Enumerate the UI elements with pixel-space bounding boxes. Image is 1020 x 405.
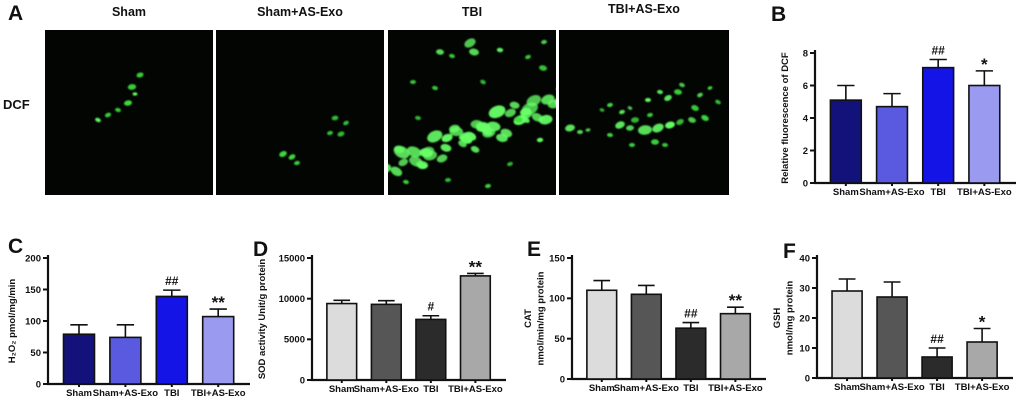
chart-dcf-fluorescence: 0 2 4 6 8 Relative fluorescence of DCF Sham Sha… bbox=[780, 44, 1016, 198]
svg-text:2: 2 bbox=[803, 146, 808, 157]
svg-text:0: 0 bbox=[300, 375, 305, 386]
micrograph-tbi bbox=[388, 30, 556, 195]
svg-text:**: ** bbox=[212, 293, 226, 312]
micrograph-sham-as-exo bbox=[216, 30, 384, 195]
micrograph-tbi-as-exo bbox=[559, 30, 729, 195]
svg-text:6: 6 bbox=[803, 81, 808, 92]
chart-sod-activity: 0 5000 10000 15000 SOD activity Unit/g prote… bbox=[257, 253, 506, 395]
svg-text:SOD activity Unit/g protein: SOD activity Unit/g protein bbox=[257, 259, 268, 380]
micrograph-title-tbi: TBI bbox=[461, 5, 483, 19]
svg-text:TBI+AS-Exo: TBI+AS-Exo bbox=[448, 384, 503, 395]
svg-text:GSH: GSH bbox=[772, 308, 783, 329]
svg-text:Sham: Sham bbox=[834, 382, 860, 393]
svg-text:20: 20 bbox=[799, 313, 810, 324]
svg-text:TBI+AS-Exo: TBI+AS-Exo bbox=[708, 383, 763, 394]
panel-d-letter: D bbox=[253, 238, 269, 261]
svg-text:##: ## bbox=[684, 307, 698, 321]
svg-text:Sham+AS-Exo: Sham+AS-Exo bbox=[859, 382, 924, 393]
svg-text:TBI+AS-Exo: TBI+AS-Exo bbox=[957, 187, 1012, 198]
svg-text:150: 150 bbox=[549, 253, 565, 264]
micrograph-sham-image bbox=[45, 30, 213, 195]
chart-gsh: 0 10 20 30 40 GSH nmol/mg protein Sham Sham+AS-E… bbox=[772, 253, 1013, 393]
panel-b-letter: B bbox=[771, 3, 787, 26]
micrograph-title-tbi-as-exo: TBI+AS-Exo bbox=[608, 2, 680, 16]
svg-text:Relative fluorescence of DCF: Relative fluorescence of DCF bbox=[780, 52, 791, 184]
svg-text:TBI+AS-Exo: TBI+AS-Exo bbox=[955, 382, 1010, 393]
chart-h2o2: 0 50 100 150 200 H₂O₂ pmol/mg/min Sham Sham+AS-… bbox=[7, 253, 250, 399]
svg-text:##: ## bbox=[932, 44, 946, 58]
svg-text:0: 0 bbox=[36, 379, 41, 390]
micrograph-tbi-image bbox=[388, 30, 556, 195]
svg-text:TBI+AS-Exo: TBI+AS-Exo bbox=[191, 388, 246, 399]
svg-text:*: * bbox=[981, 55, 988, 74]
svg-text:*: * bbox=[979, 313, 986, 332]
svg-text:10000: 10000 bbox=[279, 294, 305, 305]
micrograph-title-sham-as-exo: Sham+AS-Exo bbox=[257, 5, 343, 19]
chart-cat: 0 50 100 150 CAT nmol/min/mg protein Sham Sham+… bbox=[523, 253, 766, 394]
micrograph-title-sham: Sham bbox=[111, 5, 147, 19]
svg-text:30: 30 bbox=[799, 283, 810, 294]
svg-text:##: ## bbox=[165, 274, 179, 288]
micrograph-sham bbox=[45, 30, 213, 195]
svg-text:100: 100 bbox=[549, 294, 565, 305]
svg-text:150: 150 bbox=[25, 285, 41, 296]
svg-text:H₂O₂ pmol/mg/min: H₂O₂ pmol/mg/min bbox=[7, 279, 18, 364]
svg-text:0: 0 bbox=[560, 374, 565, 385]
svg-text:Sham: Sham bbox=[589, 383, 615, 394]
svg-text:**: ** bbox=[729, 291, 743, 310]
micrograph-tbi-as-exo-image bbox=[560, 30, 728, 195]
panel-c-letter: C bbox=[8, 235, 24, 258]
svg-text:nmol/min/mg protein: nmol/min/mg protein bbox=[536, 271, 547, 365]
svg-text:10: 10 bbox=[799, 343, 810, 354]
svg-text:0: 0 bbox=[803, 178, 808, 189]
svg-text:50: 50 bbox=[554, 334, 565, 345]
svg-text:200: 200 bbox=[25, 253, 41, 264]
panel-f-letter: F bbox=[783, 240, 796, 263]
svg-text:##: ## bbox=[930, 332, 944, 346]
svg-text:TBI: TBI bbox=[929, 382, 944, 393]
svg-text:Sham+AS-Exo: Sham+AS-Exo bbox=[859, 187, 924, 198]
svg-text:CAT: CAT bbox=[523, 309, 534, 328]
dcf-row-label: DCF bbox=[3, 97, 30, 112]
svg-text:100: 100 bbox=[25, 316, 41, 327]
svg-text:50: 50 bbox=[30, 348, 41, 359]
svg-text:5000: 5000 bbox=[284, 335, 305, 346]
svg-text:Sham+AS-Exo: Sham+AS-Exo bbox=[354, 384, 419, 395]
svg-text:**: ** bbox=[469, 257, 483, 276]
svg-text:TBI: TBI bbox=[683, 383, 698, 394]
svg-text:Sham+AS-Exo: Sham+AS-Exo bbox=[93, 388, 158, 399]
panel-e-letter: E bbox=[527, 238, 542, 261]
svg-text:Sham: Sham bbox=[833, 187, 859, 198]
svg-text:nmol/mg protein: nmol/mg protein bbox=[785, 281, 796, 356]
svg-text:TBI: TBI bbox=[423, 384, 438, 395]
svg-text:40: 40 bbox=[799, 253, 810, 264]
micrograph-sham-as-exo-image bbox=[216, 30, 384, 195]
svg-text:TBI: TBI bbox=[164, 388, 179, 399]
svg-text:TBI: TBI bbox=[931, 187, 946, 198]
svg-text:Sham: Sham bbox=[66, 388, 92, 399]
svg-text:8: 8 bbox=[803, 48, 808, 59]
svg-text:15000: 15000 bbox=[279, 253, 305, 264]
svg-text:Sham+AS-Exo: Sham+AS-Exo bbox=[614, 383, 679, 394]
svg-text:0: 0 bbox=[805, 373, 810, 384]
panel-a-letter: A bbox=[8, 2, 24, 25]
svg-text:4: 4 bbox=[803, 113, 809, 124]
svg-text:Sham: Sham bbox=[329, 384, 355, 395]
svg-text:#: # bbox=[428, 300, 435, 314]
